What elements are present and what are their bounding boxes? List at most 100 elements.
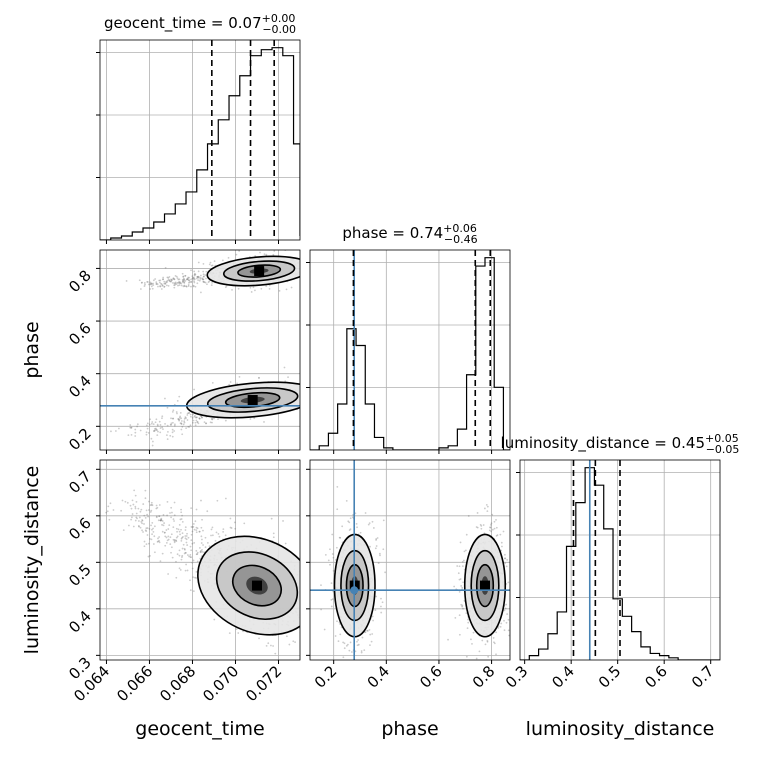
sample-point (180, 423, 183, 425)
sample-point (341, 401, 343, 403)
sample-point (307, 258, 309, 260)
sample-point (304, 556, 306, 558)
sample-point (167, 277, 170, 279)
sample-point (158, 536, 161, 538)
sample-point (496, 534, 499, 536)
sample-point (191, 526, 194, 529)
sample-point (499, 533, 502, 536)
sample-point (319, 255, 321, 257)
sample-point (204, 546, 207, 549)
sample-point (180, 428, 183, 431)
sample-point (211, 381, 214, 384)
sample-point (164, 397, 166, 400)
sample-point (130, 426, 133, 429)
sample-point (329, 563, 331, 566)
sample-point (188, 426, 191, 428)
sample-point (330, 637, 332, 639)
sample-point (503, 609, 506, 612)
sample-point (231, 288, 233, 291)
sample-point (301, 269, 303, 271)
sample-point (368, 522, 371, 525)
sample-point (493, 641, 495, 644)
sample-point (313, 268, 315, 270)
sample-point (181, 532, 184, 535)
sample-point (127, 524, 130, 527)
sample-point (205, 277, 207, 280)
sample-point (301, 256, 303, 258)
sample-point (147, 555, 150, 558)
sample-point (157, 540, 160, 543)
sample-point (193, 528, 196, 531)
sample-point (505, 603, 508, 606)
sample-point (172, 526, 175, 529)
sample-point (213, 417, 215, 420)
sample-point (499, 625, 502, 628)
sample-point (457, 572, 460, 575)
sample-point (211, 534, 214, 537)
sample-point (458, 565, 461, 568)
sample-point (304, 401, 306, 403)
sample-point (204, 274, 207, 276)
sample-point (176, 412, 178, 415)
sample-point (357, 639, 359, 641)
sample-point (361, 636, 364, 639)
sample-point (316, 260, 318, 262)
sample-point (163, 282, 166, 285)
sample-point (131, 513, 134, 515)
sample-point (483, 507, 486, 510)
sample-point (300, 615, 302, 617)
sample-point (301, 260, 303, 262)
sample-point (320, 397, 322, 399)
sample-point (196, 421, 199, 423)
x-tick-label: 0.4 (364, 662, 394, 692)
sample-point (503, 619, 505, 622)
sample-point (200, 416, 203, 419)
sample-point (189, 545, 192, 548)
sample-point (342, 641, 345, 644)
sample-point (158, 420, 161, 423)
sample-point (166, 406, 169, 409)
sample-point (171, 279, 173, 281)
sample-point (198, 279, 201, 282)
sample-point (149, 511, 152, 513)
sample-point (306, 275, 308, 277)
sample-point (182, 536, 184, 538)
sample-point (130, 433, 133, 436)
sample-point (184, 529, 187, 531)
sample-point (202, 280, 205, 283)
sample-point (359, 531, 362, 534)
sample-point (145, 431, 148, 434)
sample-point (162, 276, 165, 279)
sample-point (320, 620, 322, 622)
sample-point (465, 655, 468, 658)
sample-point (453, 585, 456, 588)
sample-point (160, 519, 163, 522)
sample-point (258, 376, 260, 379)
sample-point (172, 409, 175, 412)
sample-point (213, 618, 216, 621)
sample-point (153, 525, 156, 528)
y-tick-label: 0.2 (65, 424, 95, 454)
sample-point (512, 619, 514, 621)
sample-point (186, 532, 188, 535)
sample-point (197, 276, 200, 279)
sample-point (173, 540, 176, 542)
sample-point (193, 273, 196, 276)
sample-point (190, 281, 192, 284)
y-tick-label: 0.8 (65, 267, 95, 297)
sample-point (238, 375, 241, 378)
sample-point (329, 661, 331, 663)
sample-point (495, 534, 498, 537)
title-value: geocent_time = 0.07 (104, 14, 262, 33)
sample-point (166, 276, 169, 279)
sample-point (141, 519, 144, 522)
sample-point (196, 560, 199, 563)
sample-point (458, 578, 461, 581)
sample-point (282, 520, 284, 522)
sample-point (179, 411, 182, 414)
sample-point (377, 562, 380, 565)
sample-point (114, 430, 117, 432)
sample-point (320, 584, 322, 587)
title-value: luminosity_distance = 0.45 (501, 434, 705, 453)
sample-point (380, 605, 382, 608)
